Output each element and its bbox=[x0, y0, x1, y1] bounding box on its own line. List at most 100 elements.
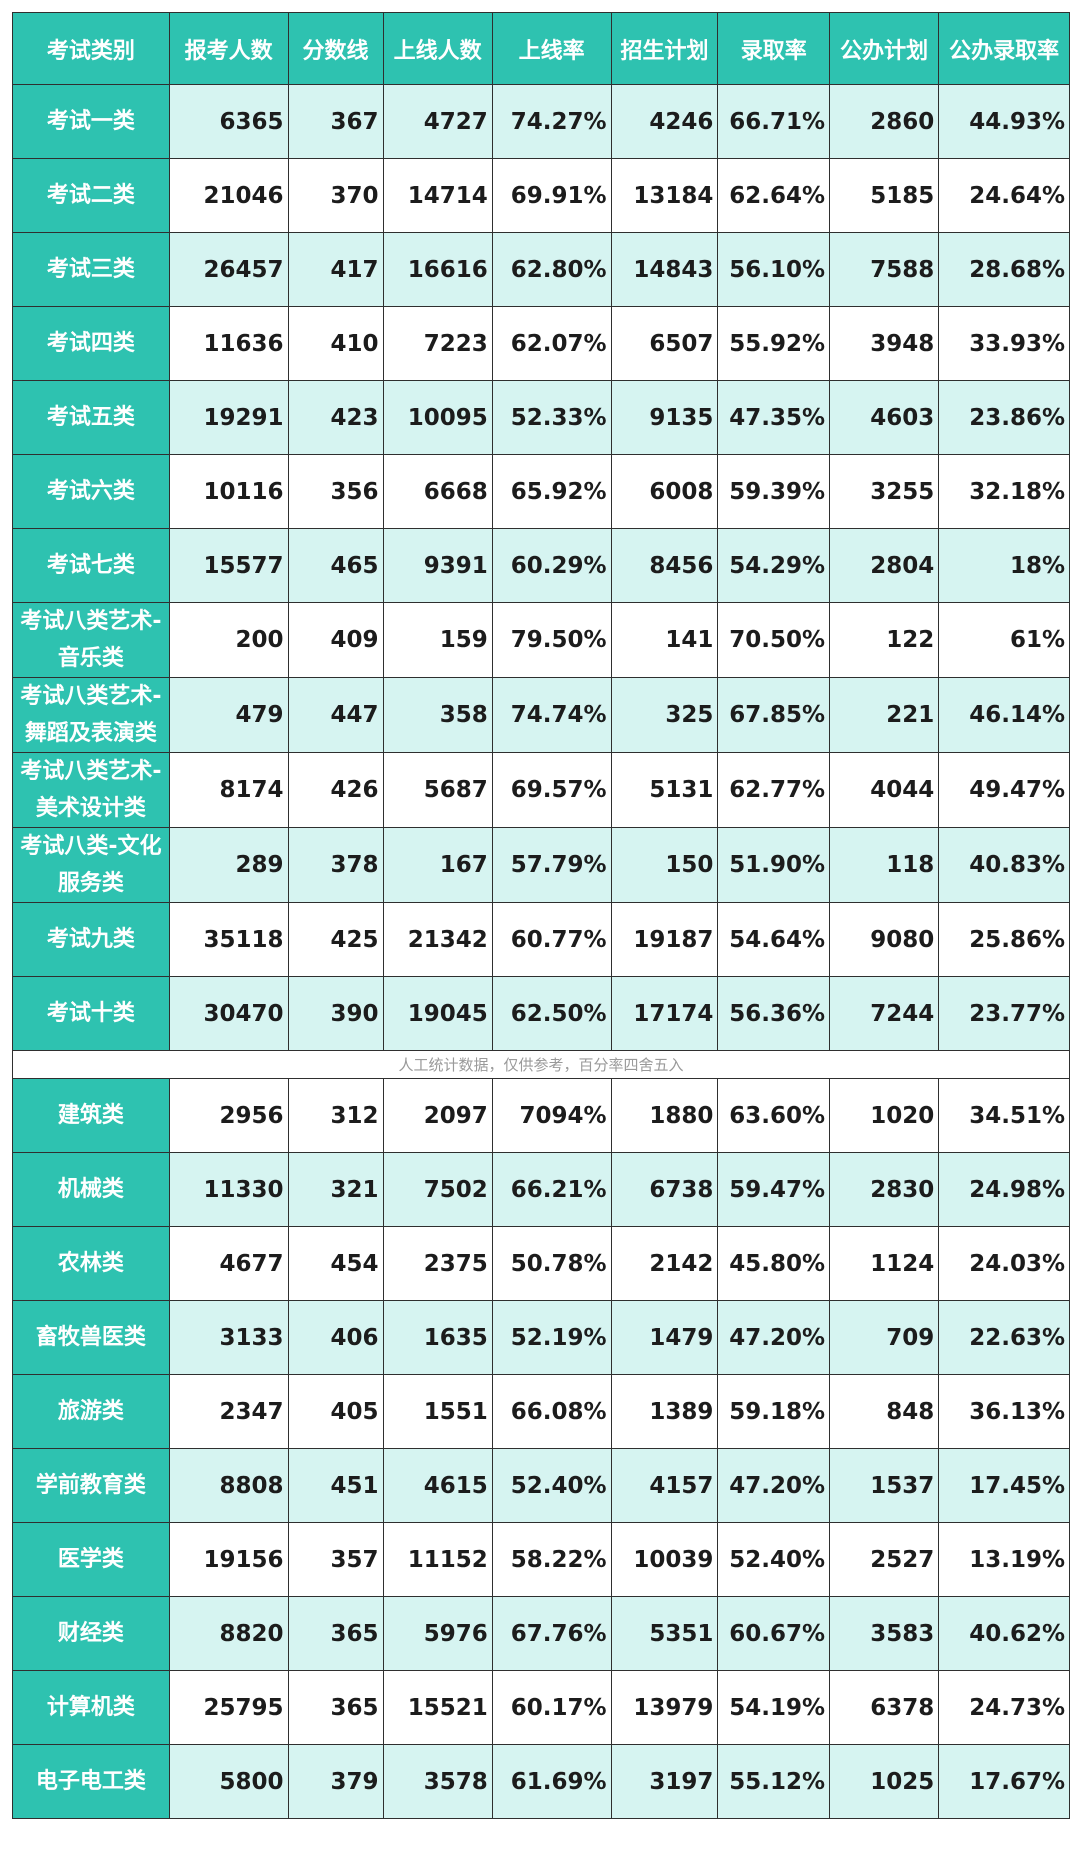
category-cell: 考试一类 bbox=[12, 84, 170, 159]
value-cell: 28.68% bbox=[938, 232, 1070, 307]
value-cell: 56.36% bbox=[717, 976, 831, 1051]
category-cell: 考试八类艺术-舞蹈及表演类 bbox=[12, 677, 170, 753]
value-cell: 65.92% bbox=[491, 454, 612, 529]
table-row: 考试八类-文化服务类 289 378 167 57.79% 150 51.90% 118 40.… bbox=[12, 827, 1070, 903]
value-cell: 62.07% bbox=[491, 306, 612, 381]
value-cell: 425 bbox=[287, 902, 384, 977]
value-cell: 150 bbox=[610, 827, 719, 903]
value-cell: 45.80% bbox=[717, 1226, 831, 1301]
value-cell: 122 bbox=[829, 602, 940, 678]
value-cell: 35118 bbox=[168, 902, 289, 977]
table-row: 考试三类 26457 417 16616 62.80% 14843 56.10% 7588 28… bbox=[12, 232, 1070, 307]
value-cell: 47.20% bbox=[717, 1448, 831, 1523]
value-cell: 11330 bbox=[168, 1152, 289, 1227]
value-cell: 26457 bbox=[168, 232, 289, 307]
category-cell: 学前教育类 bbox=[12, 1448, 170, 1523]
header-cell: 考试类别 bbox=[12, 12, 170, 85]
value-cell: 7244 bbox=[829, 976, 940, 1051]
category-cell: 农林类 bbox=[12, 1226, 170, 1301]
value-cell: 9135 bbox=[610, 380, 719, 455]
value-cell: 60.77% bbox=[491, 902, 612, 977]
value-cell: 19291 bbox=[168, 380, 289, 455]
value-cell: 1537 bbox=[829, 1448, 940, 1523]
header-cell: 公办计划 bbox=[829, 12, 940, 85]
category-cell: 电子电工类 bbox=[12, 1744, 170, 1819]
value-cell: 17.45% bbox=[938, 1448, 1070, 1523]
value-cell: 10039 bbox=[610, 1522, 719, 1597]
value-cell: 118 bbox=[829, 827, 940, 903]
value-cell: 74.27% bbox=[491, 84, 612, 159]
table-row: 农林类 4677 454 2375 50.78% 2142 45.80% 1124 24.03% bbox=[12, 1226, 1070, 1301]
value-cell: 8174 bbox=[168, 752, 289, 828]
value-cell: 426 bbox=[287, 752, 384, 828]
value-cell: 24.98% bbox=[938, 1152, 1070, 1227]
value-cell: 7502 bbox=[382, 1152, 493, 1227]
value-cell: 6738 bbox=[610, 1152, 719, 1227]
value-cell: 66.71% bbox=[717, 84, 831, 159]
category-cell: 考试八类艺术-音乐类 bbox=[12, 602, 170, 678]
value-cell: 57.79% bbox=[491, 827, 612, 903]
admission-stats-table: 考试类别 报考人数 分数线 上线人数 上线率 招生计划 录取率 公办计划 公办录… bbox=[12, 12, 1070, 1819]
category-cell: 建筑类 bbox=[12, 1078, 170, 1153]
value-cell: 60.29% bbox=[491, 528, 612, 603]
footnote-row: 人工统计数据，仅供参考，百分率四舍五入 bbox=[12, 1050, 1070, 1079]
value-cell: 24.64% bbox=[938, 158, 1070, 233]
value-cell: 24.03% bbox=[938, 1226, 1070, 1301]
table-row: 医学类 19156 357 11152 58.22% 10039 52.40% 2527 13.… bbox=[12, 1522, 1070, 1597]
header-cell: 录取率 bbox=[717, 12, 831, 85]
value-cell: 17174 bbox=[610, 976, 719, 1051]
value-cell: 22.63% bbox=[938, 1300, 1070, 1375]
value-cell: 10116 bbox=[168, 454, 289, 529]
value-cell: 23.86% bbox=[938, 380, 1070, 455]
category-cell: 医学类 bbox=[12, 1522, 170, 1597]
value-cell: 379 bbox=[287, 1744, 384, 1819]
value-cell: 9080 bbox=[829, 902, 940, 977]
value-cell: 47.35% bbox=[717, 380, 831, 455]
value-cell: 8820 bbox=[168, 1596, 289, 1671]
value-cell: 390 bbox=[287, 976, 384, 1051]
value-cell: 40.62% bbox=[938, 1596, 1070, 1671]
value-cell: 4157 bbox=[610, 1448, 719, 1523]
value-cell: 11636 bbox=[168, 306, 289, 381]
value-cell: 15577 bbox=[168, 528, 289, 603]
value-cell: 4727 bbox=[382, 84, 493, 159]
value-cell: 66.21% bbox=[491, 1152, 612, 1227]
value-cell: 405 bbox=[287, 1374, 384, 1449]
value-cell: 141 bbox=[610, 602, 719, 678]
value-cell: 25.86% bbox=[938, 902, 1070, 977]
value-cell: 21046 bbox=[168, 158, 289, 233]
category-cell: 旅游类 bbox=[12, 1374, 170, 1449]
value-cell: 62.77% bbox=[717, 752, 831, 828]
table-row: 建筑类 2956 312 2097 7094% 1880 63.60% 1020 34.51% bbox=[12, 1078, 1070, 1153]
value-cell: 5800 bbox=[168, 1744, 289, 1819]
value-cell: 423 bbox=[287, 380, 384, 455]
value-cell: 200 bbox=[168, 602, 289, 678]
value-cell: 15521 bbox=[382, 1670, 493, 1745]
value-cell: 62.50% bbox=[491, 976, 612, 1051]
table-row: 财经类 8820 365 5976 67.76% 5351 60.67% 3583 40.62% bbox=[12, 1596, 1070, 1671]
value-cell: 2860 bbox=[829, 84, 940, 159]
value-cell: 40.83% bbox=[938, 827, 1070, 903]
value-cell: 54.29% bbox=[717, 528, 831, 603]
value-cell: 1389 bbox=[610, 1374, 719, 1449]
value-cell: 79.50% bbox=[491, 602, 612, 678]
header-cell: 招生计划 bbox=[610, 12, 719, 85]
value-cell: 19045 bbox=[382, 976, 493, 1051]
value-cell: 61.69% bbox=[491, 1744, 612, 1819]
value-cell: 19187 bbox=[610, 902, 719, 977]
admission-stats-sheet: 考试类别 报考人数 分数线 上线人数 上线率 招生计划 录取率 公办计划 公办录… bbox=[12, 12, 1070, 1819]
value-cell: 325 bbox=[610, 677, 719, 753]
value-cell: 69.57% bbox=[491, 752, 612, 828]
category-cell: 畜牧兽医类 bbox=[12, 1300, 170, 1375]
table-row: 考试六类 10116 356 6668 65.92% 6008 59.39% 3255 32.1… bbox=[12, 454, 1070, 529]
value-cell: 16616 bbox=[382, 232, 493, 307]
value-cell: 7094% bbox=[491, 1078, 612, 1153]
value-cell: 23.77% bbox=[938, 976, 1070, 1051]
table-row: 学前教育类 8808 451 4615 52.40% 4157 47.20% 1537 17.4… bbox=[12, 1448, 1070, 1523]
value-cell: 54.64% bbox=[717, 902, 831, 977]
value-cell: 59.18% bbox=[717, 1374, 831, 1449]
value-cell: 47.20% bbox=[717, 1300, 831, 1375]
footnote-text: 人工统计数据，仅供参考，百分率四舍五入 bbox=[12, 1050, 1070, 1079]
value-cell: 61% bbox=[938, 602, 1070, 678]
header-row: 考试类别 报考人数 分数线 上线人数 上线率 招生计划 录取率 公办计划 公办录… bbox=[12, 12, 1070, 85]
